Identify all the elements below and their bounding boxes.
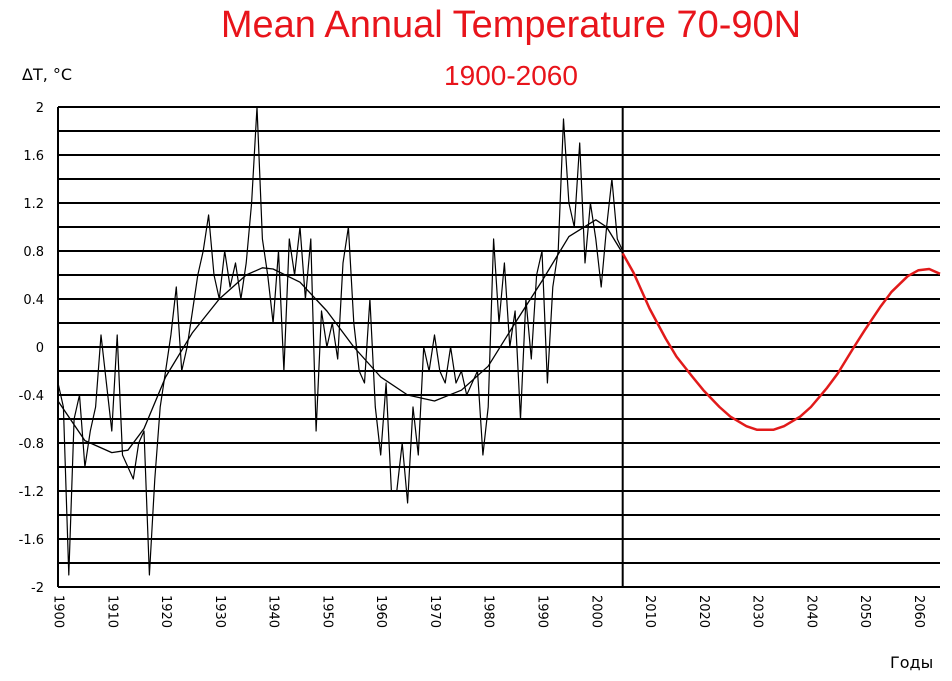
x-tick-label: 2000 [588, 595, 603, 628]
observed-series-line [57, 106, 624, 576]
y-tick-label: -0.4 [19, 389, 44, 404]
x-tick-labels: 1900 1910 1920 1930 1940 1950 1960 1970 1980 1990… [51, 595, 926, 628]
x-tick-label: 1920 [158, 595, 173, 628]
y-tick-label: -1.2 [19, 485, 44, 500]
x-tick-label: 1980 [481, 595, 496, 628]
y-tick-label: 1.6 [23, 149, 44, 164]
x-tick-label: 1950 [319, 595, 334, 628]
x-tick-label: 1970 [427, 595, 442, 628]
y-tick-label: -2 [31, 581, 44, 596]
x-tick-label: 2030 [750, 595, 765, 628]
x-tick-label: 1990 [535, 595, 550, 628]
x-tick-label: 1940 [266, 595, 281, 628]
plot-frame [57, 107, 624, 587]
y-tick-label: -0.8 [19, 437, 44, 452]
y-tick-label: 0.8 [23, 245, 44, 260]
x-tick-label: 2010 [642, 595, 657, 628]
x-tick-label: 2020 [696, 595, 711, 628]
smoothed-series-line [57, 219, 624, 454]
y-tick-label: 0.4 [23, 293, 44, 308]
y-tick-label: -1.6 [19, 533, 44, 548]
x-tick-label: 1930 [212, 595, 227, 628]
x-tick-label: 2050 [857, 595, 872, 628]
x-tick-label: 1960 [373, 595, 388, 628]
chart-title: Mean Annual Temperature 70-90N [221, 4, 801, 46]
forecast-series-line [621, 252, 941, 432]
x-tick-label: 1910 [104, 595, 119, 628]
y-tick-label: 2 [36, 101, 44, 116]
series-layer [57, 106, 941, 576]
x-tick-label: 2040 [803, 595, 818, 628]
x-tick-label: 1900 [51, 595, 66, 628]
y-tick-label: 1.2 [23, 197, 44, 212]
x-tick-label: 2060 [911, 595, 926, 628]
gridlines [58, 106, 940, 588]
y-tick-label: 0 [36, 341, 44, 356]
chart-subtitle: 1900-2060 [444, 60, 578, 91]
y-tick-labels: 2 1.6 1.2 0.8 0.4 0 -0.4 -0.8 -1.2 -1.6 -2 [19, 101, 44, 596]
x-axis-label: Годы [890, 653, 933, 672]
y-axis-label: ΔT, °C [22, 65, 72, 84]
